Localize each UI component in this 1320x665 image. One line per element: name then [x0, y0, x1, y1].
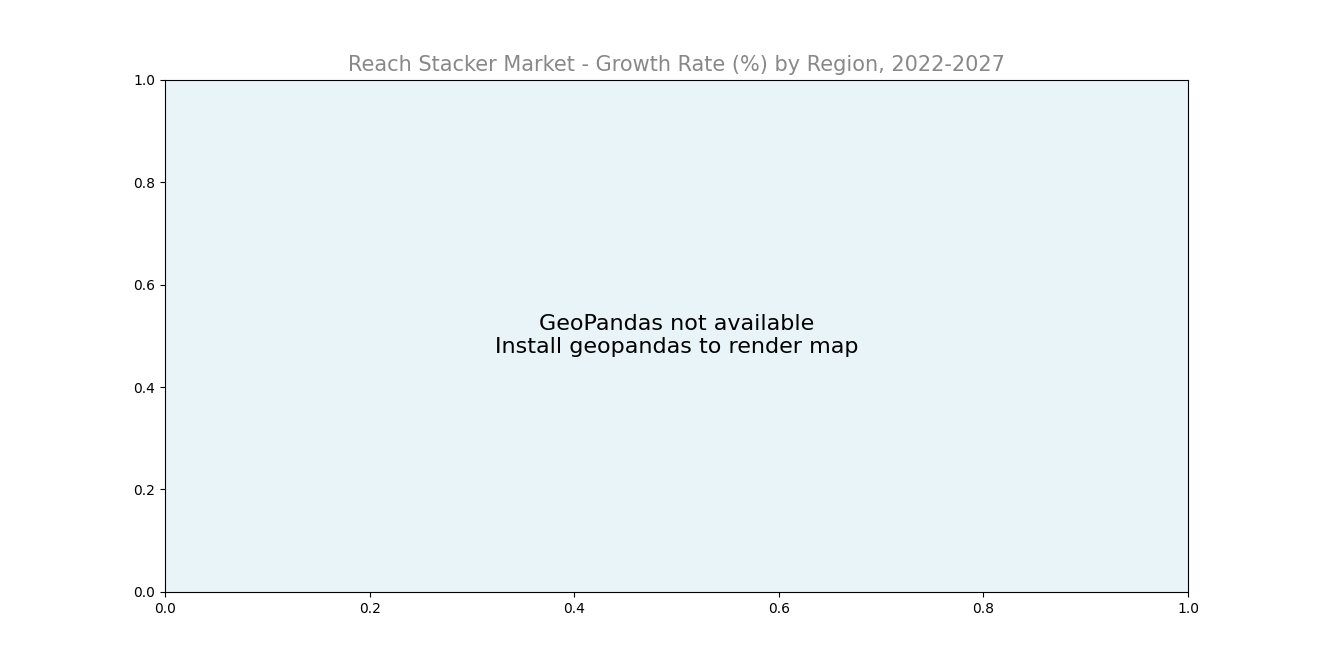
Title: Reach Stacker Market - Growth Rate (%) by Region, 2022-2027: Reach Stacker Market - Growth Rate (%) b… — [348, 55, 1005, 75]
Text: GeoPandas not available
Install geopandas to render map: GeoPandas not available Install geopanda… — [495, 315, 858, 357]
